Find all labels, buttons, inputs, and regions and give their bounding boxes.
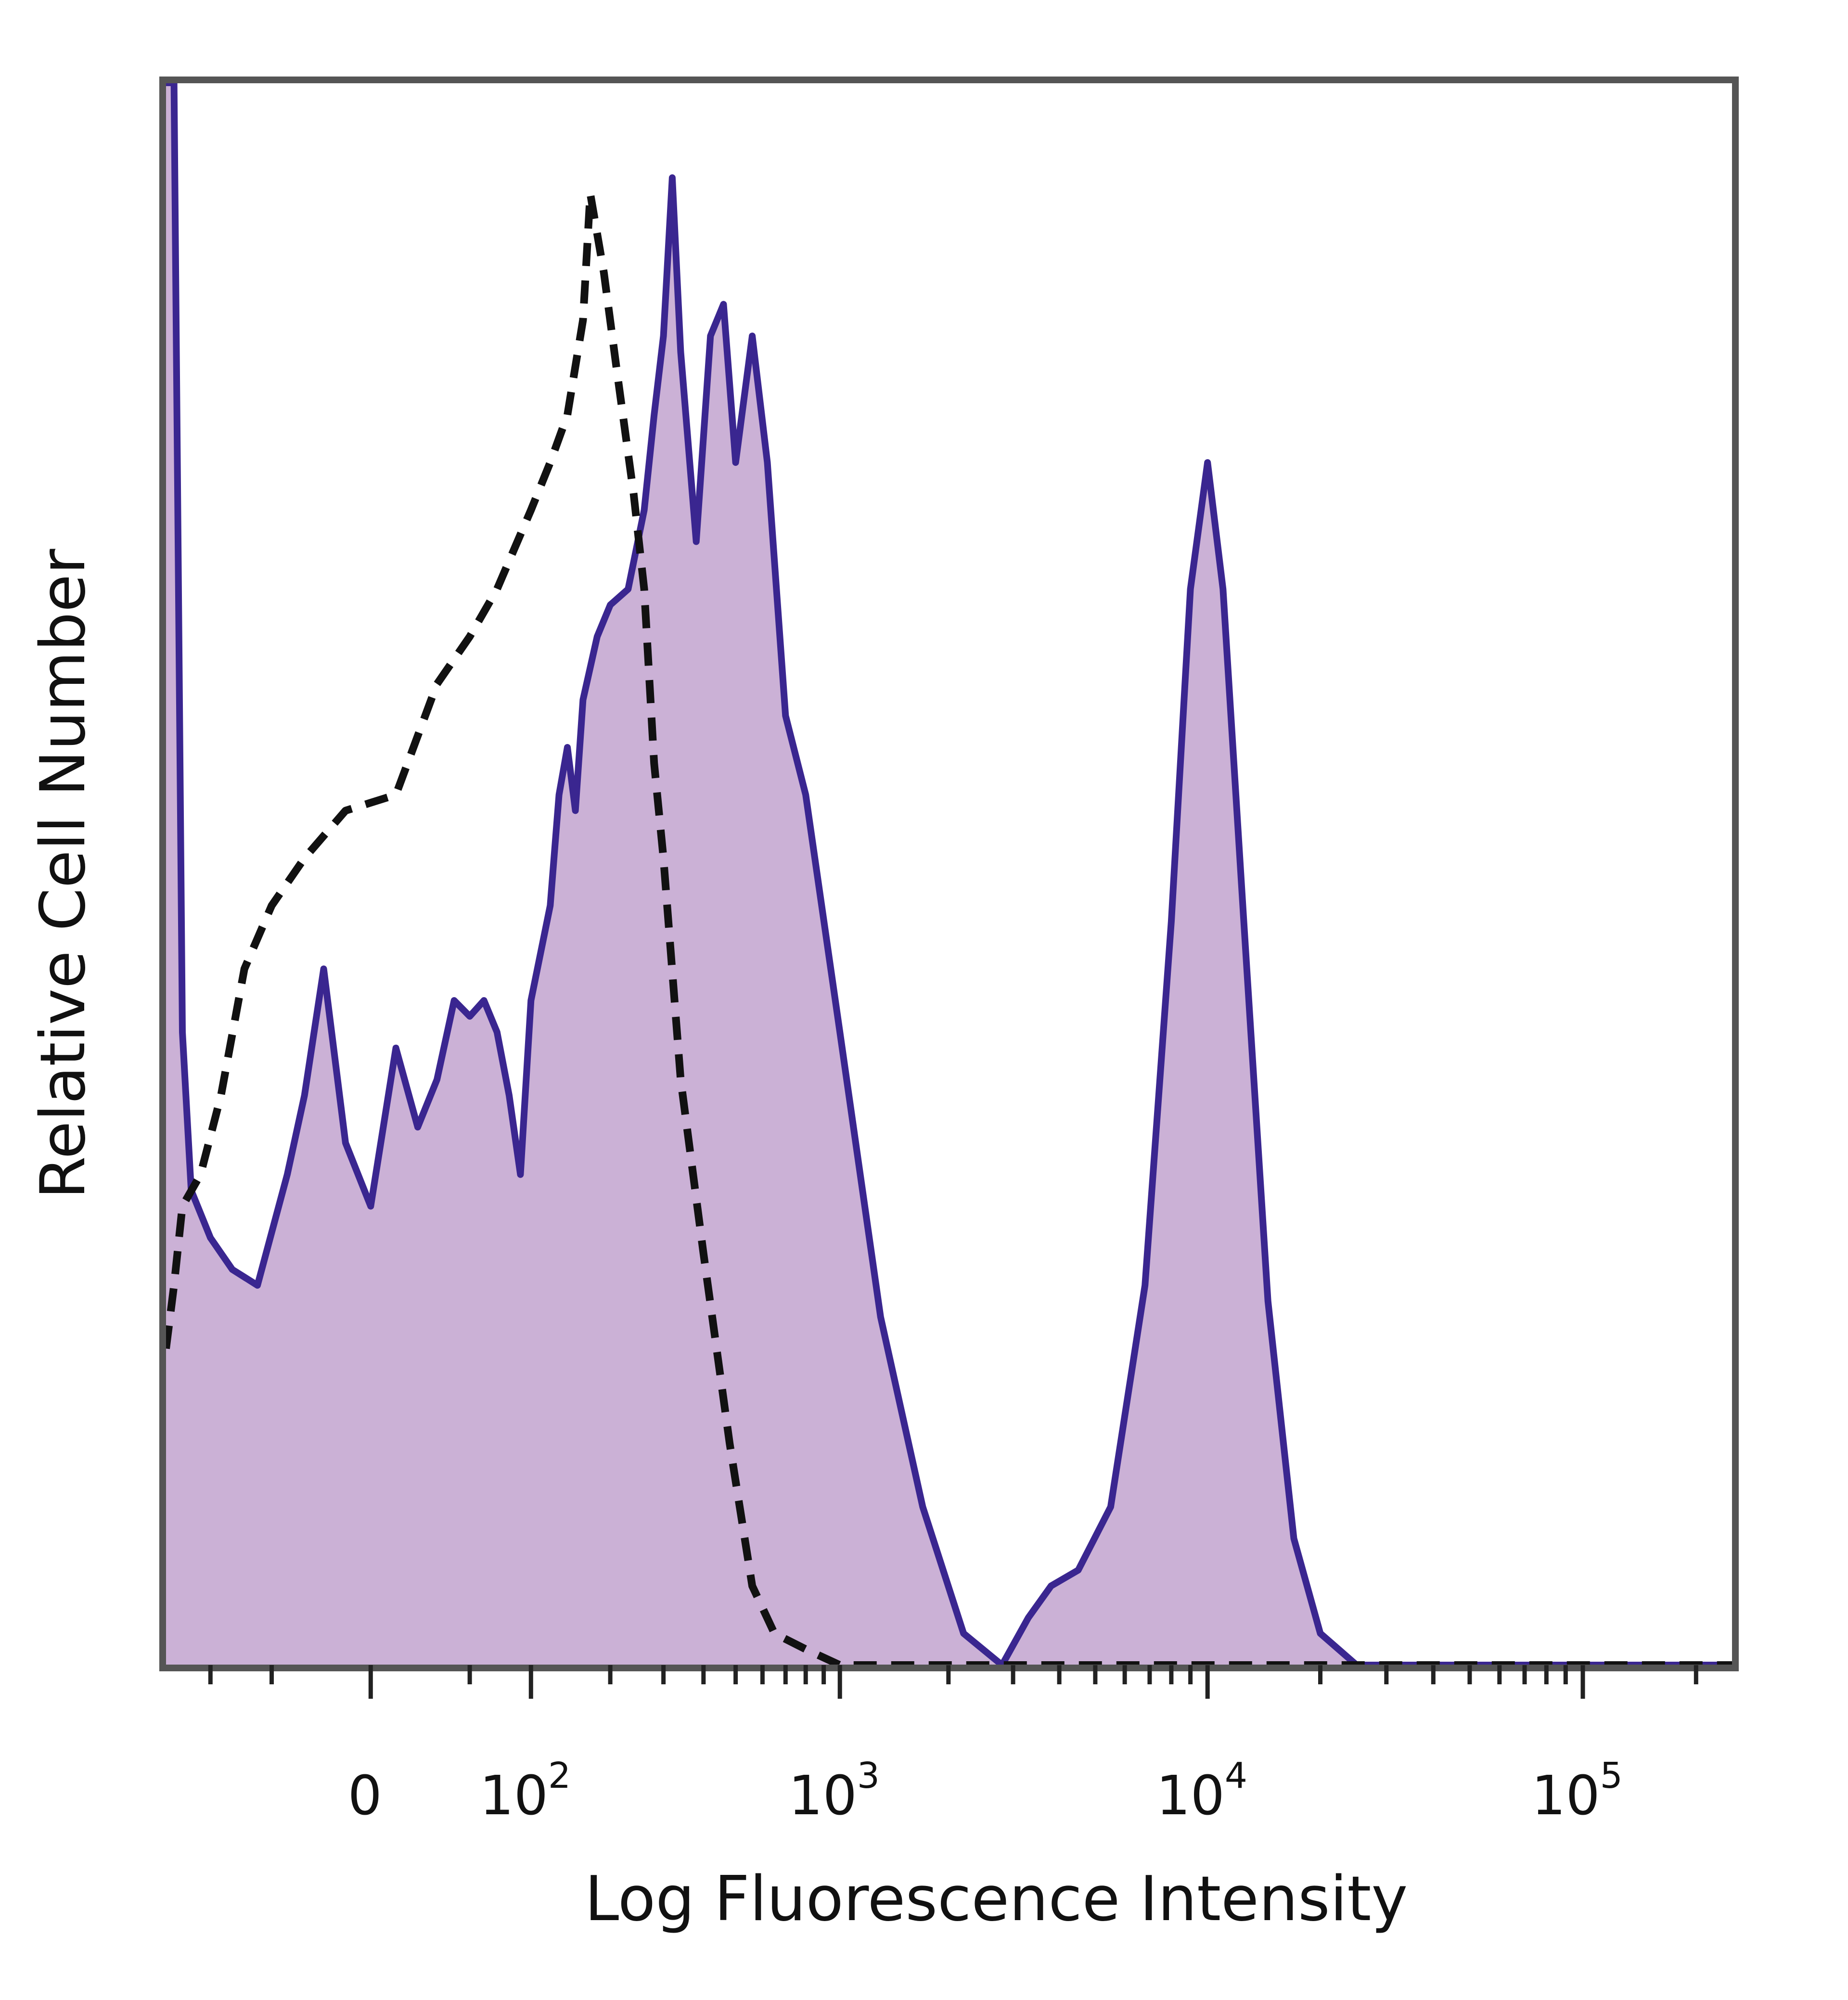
x-tick-label: 105 xyxy=(1531,1755,1623,1827)
x-tick-label: 103 xyxy=(788,1755,880,1827)
x-tick-label: 0 xyxy=(348,1765,382,1827)
x-axis-label: Log Fluorescence Intensity xyxy=(585,1863,1408,1935)
stained-histogram-fill xyxy=(166,83,1732,1665)
x-tick-label-layer: 0 102 103 104 105 xyxy=(348,1755,1623,1827)
x-tick-layer xyxy=(208,1665,1698,1699)
y-axis-label: Relative Cell Number xyxy=(27,549,99,1199)
x-tick-label: 104 xyxy=(1156,1755,1247,1827)
control-histogram-line xyxy=(162,190,1732,1669)
series-layer xyxy=(162,79,1732,1669)
x-tick-label: 102 xyxy=(479,1755,571,1827)
stained-histogram-line xyxy=(166,79,1732,1668)
